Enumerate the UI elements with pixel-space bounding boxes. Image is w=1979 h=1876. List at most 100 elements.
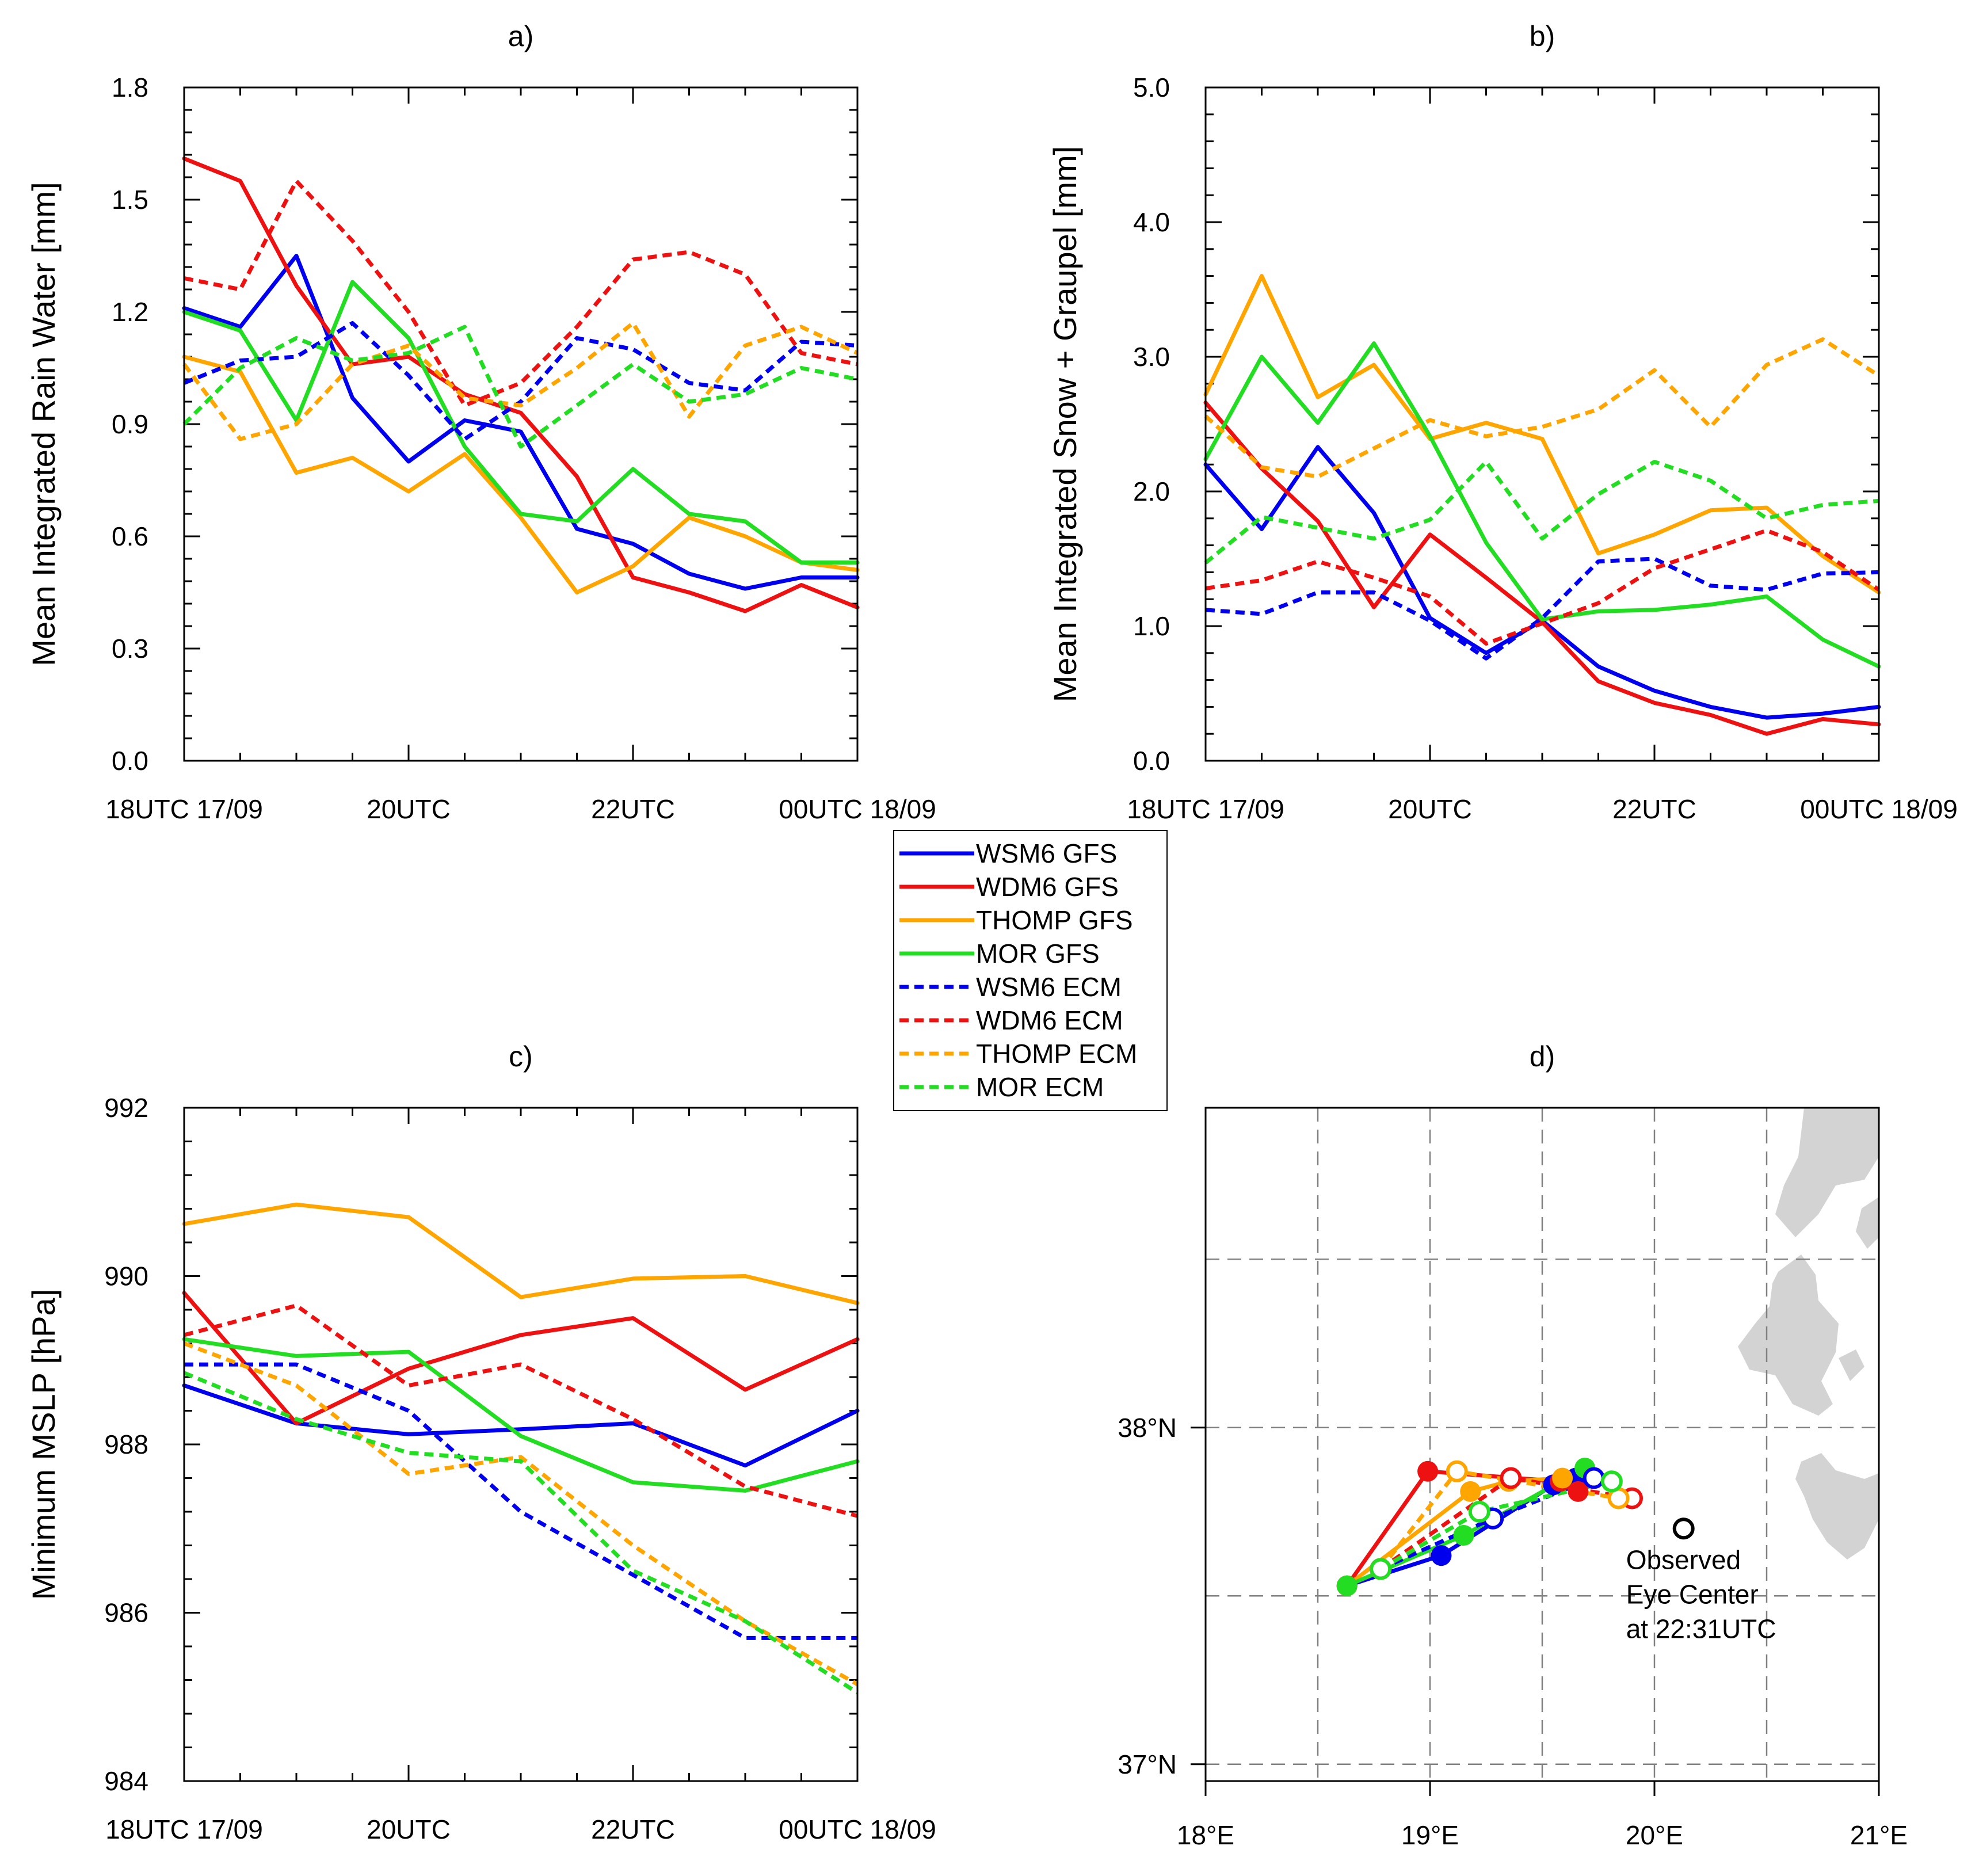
panel-d: d) 18°E 19°E 20°E 21°E 37°N 38°N Observed Eye Ce… — [1118, 1040, 1908, 1850]
map-frame — [1204, 1107, 1880, 1782]
x-tick-label: 21°E — [1850, 1820, 1908, 1850]
y-tick-label: 4.0 — [1133, 207, 1170, 237]
y-axis-label: Mean Integrated Snow + Graupel [mm] — [1047, 146, 1083, 703]
y-tick-label: 0.0 — [112, 746, 148, 776]
y-tick-label: 1.8 — [112, 73, 148, 102]
y-axis-label: Minimum MSLP [hPa] — [25, 1289, 62, 1600]
x-tick-label: 22UTC — [591, 1814, 675, 1844]
track-point-wdm6-gfs — [1417, 1461, 1439, 1482]
land-mass — [1738, 1255, 1839, 1416]
y-tick-label: 1.0 — [1133, 611, 1170, 641]
series-line-thomp-gfs — [1203, 274, 1881, 594]
series-line-wdm6-gfs — [182, 157, 860, 613]
series-line-wdm6-gfs — [1203, 401, 1881, 736]
y-tick-label: 0.9 — [112, 409, 148, 439]
legend-label: WSM6 GFS — [976, 838, 1117, 868]
legend-box — [893, 830, 1168, 1111]
panel-title: a) — [508, 20, 533, 52]
track-point-wdm6-ecm — [1500, 1467, 1522, 1489]
panel-title: c) — [509, 1040, 533, 1073]
series-line-thomp-ecm — [182, 321, 859, 441]
observed-label-line: Eye Center — [1626, 1579, 1759, 1609]
series-line-mor-ecm — [1204, 460, 1879, 565]
track-point-thomp-ecm — [1446, 1460, 1468, 1482]
legend-label: MOR GFS — [976, 939, 1100, 968]
y-tick-label: 0.6 — [112, 521, 148, 551]
panel-title: d) — [1530, 1040, 1555, 1073]
series-line-thomp-ecm — [1204, 337, 1880, 479]
track-point-mor-gfs — [1453, 1525, 1474, 1546]
y-tick-label: 986 — [104, 1598, 148, 1628]
series-line-wsm6-ecm — [184, 1362, 857, 1640]
y-tick-label: 990 — [104, 1261, 148, 1291]
x-tick-label: 18UTC 17/09 — [105, 1814, 263, 1844]
legend-label: THOMP ECM — [976, 1039, 1137, 1069]
x-tick-label: 22UTC — [1612, 794, 1696, 824]
series-line-wdm6-gfs — [182, 1291, 860, 1425]
legend-label: WSM6 ECM — [976, 972, 1122, 1002]
track-point-thomp-gfs — [1460, 1481, 1481, 1502]
plot-frame — [183, 86, 859, 762]
legend-label: WDM6 ECM — [976, 1005, 1123, 1035]
track-point-mor-ecm — [1468, 1501, 1490, 1523]
y-axis-label: Mean Integrated Rain Water [mm] — [25, 182, 62, 666]
x-tick-label: 18°E — [1177, 1820, 1234, 1850]
series-line-mor-gfs — [1203, 341, 1881, 669]
series-line-thomp-ecm — [183, 1341, 859, 1686]
x-tick-label: 19°E — [1401, 1820, 1459, 1850]
x-tick-label: 18UTC 17/09 — [105, 794, 263, 824]
y-tick-label: 37°N — [1118, 1749, 1177, 1779]
track-point-wsm6-ecm — [1583, 1467, 1605, 1489]
y-tick-label: 988 — [104, 1429, 148, 1459]
series-line-thomp-gfs — [182, 1202, 860, 1305]
x-tick-label: 00UTC 18/09 — [1800, 794, 1958, 824]
panel-title: b) — [1530, 20, 1555, 52]
track-line-mor-ecm — [1379, 1479, 1612, 1571]
land-mass — [1839, 1349, 1864, 1381]
series-line-mor-gfs — [182, 280, 860, 565]
series-line-wsm6-gfs — [1203, 445, 1881, 720]
series-line-wsm6-ecm — [183, 321, 858, 441]
y-tick-label: 2.0 — [1133, 476, 1170, 506]
y-tick-label: 5.0 — [1133, 73, 1170, 102]
series-line-wsm6-gfs — [182, 1383, 860, 1468]
track-point-mor-ecm — [1370, 1558, 1392, 1580]
x-tick-label: 18UTC 17/09 — [1127, 794, 1284, 824]
legend-label: THOMP GFS — [976, 905, 1133, 935]
land-mass — [1775, 1108, 1879, 1237]
x-tick-label: 20UTC — [1388, 794, 1472, 824]
panel-c: c) 18UTC 17/09 20UTC 22UTC 00UTC 18/09 984 986… — [25, 1040, 936, 1844]
x-tick-label: 20°E — [1626, 1820, 1683, 1850]
observed-label-line: at 22:31UTC — [1626, 1614, 1776, 1644]
y-tick-label: 0.3 — [112, 634, 148, 664]
series-line-mor-gfs — [182, 1337, 860, 1493]
series-line-wdm6-ecm — [184, 1303, 858, 1518]
track-point-thomp-gfs — [1552, 1467, 1573, 1489]
y-tick-label: 0.0 — [1133, 746, 1170, 776]
y-tick-label: 38°N — [1118, 1413, 1177, 1443]
track-point-wsm6-gfs — [1431, 1545, 1452, 1566]
land-mass — [1795, 1453, 1879, 1559]
y-tick-label: 984 — [104, 1766, 148, 1796]
observed-eye-center-marker — [1672, 1517, 1695, 1540]
observed-label-line: Observed — [1626, 1545, 1741, 1574]
panel-a: a) 18UTC 17/09 20UTC 22UTC 00UTC 18/09 0.0 0.3… — [25, 20, 936, 824]
panel-b: b) 18UTC 17/09 20UTC 22UTC 00UTC 18/09 0.0 1.0… — [1047, 20, 1958, 824]
y-tick-label: 1.5 — [112, 185, 148, 215]
series-line-wsm6-gfs — [182, 254, 860, 591]
track-point-wdm6-gfs — [1568, 1481, 1589, 1502]
track-line-thomp-gfs — [1345, 1476, 1563, 1588]
track-point-mor-ecm — [1600, 1470, 1623, 1493]
series-line-wdm6-ecm — [1205, 528, 1880, 646]
series-line-mor-ecm — [183, 1371, 859, 1695]
x-tick-label: 20UTC — [367, 794, 451, 824]
track-point-mor-gfs — [1336, 1575, 1358, 1596]
plot-frame — [183, 1107, 859, 1782]
x-tick-label: 00UTC 18/09 — [779, 1814, 936, 1844]
series-line-thomp-gfs — [182, 354, 860, 594]
land-mass — [1856, 1197, 1879, 1249]
y-tick-label: 1.2 — [112, 297, 148, 327]
series-line-mor-ecm — [182, 325, 858, 449]
